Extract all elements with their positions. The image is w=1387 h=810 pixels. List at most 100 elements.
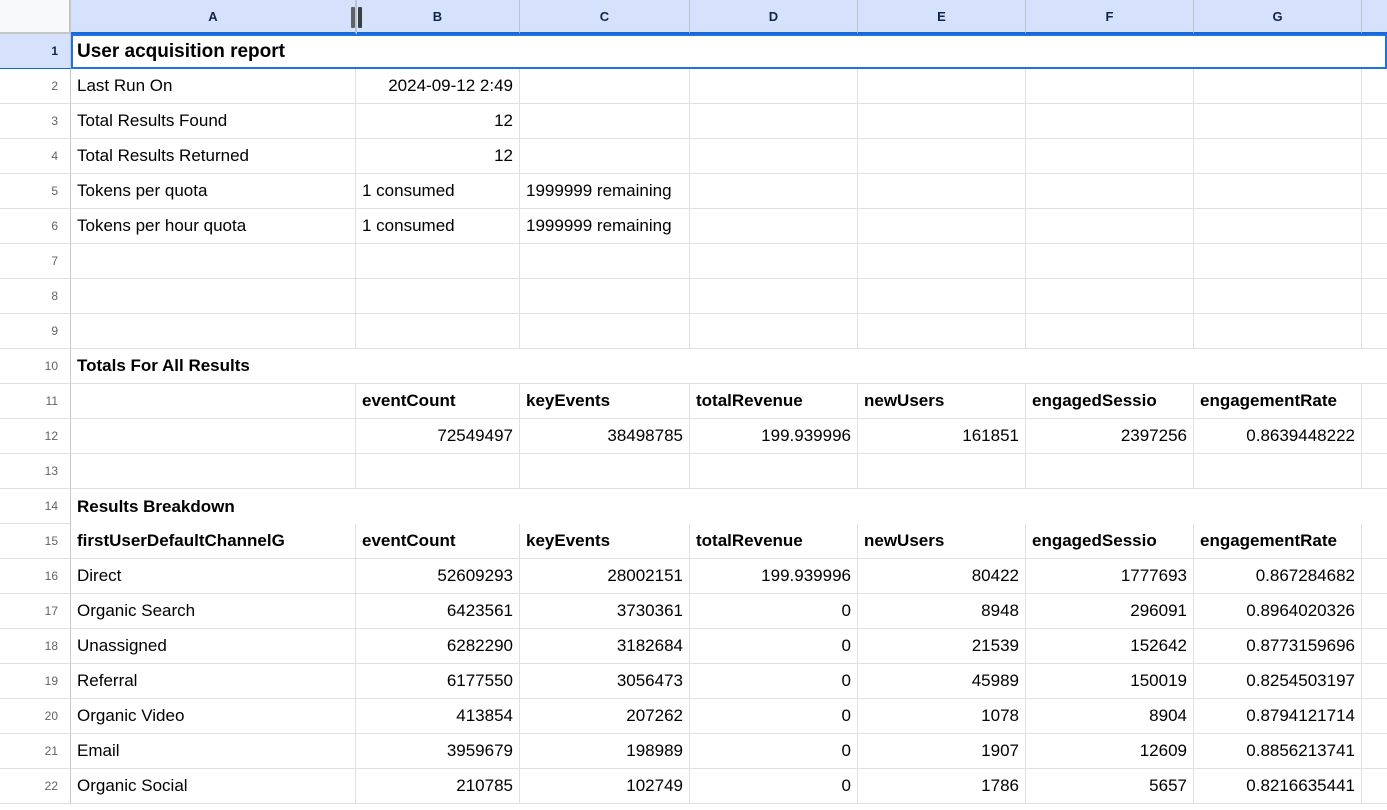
cell-a14-breakdown-heading[interactable]: Results Breakdown bbox=[77, 496, 235, 516]
grid-row-4[interactable]: 4 Total Results Returned 12 bbox=[0, 139, 1387, 174]
cell-h18[interactable] bbox=[1362, 629, 1387, 664]
table-row[interactable]: 18 Unassigned 6282290 3182684 0 21539 15… bbox=[0, 629, 1387, 664]
cell-b7[interactable] bbox=[356, 244, 520, 279]
row-header-21[interactable]: 21 bbox=[0, 734, 71, 769]
cell-a11[interactable] bbox=[71, 384, 356, 419]
cell-h20[interactable] bbox=[1362, 699, 1387, 734]
cell-c6-value[interactable]: 1999999 remaining bbox=[520, 209, 690, 244]
cell-engagementrate[interactable]: 0.8254503197 bbox=[1194, 664, 1362, 699]
cell-engagementrate[interactable]: 0.8794121714 bbox=[1194, 699, 1362, 734]
cell-e8[interactable] bbox=[858, 279, 1026, 314]
cell-g3[interactable] bbox=[1194, 104, 1362, 139]
cell-engagedsessions[interactable]: 296091 bbox=[1026, 594, 1194, 629]
row-header-6[interactable]: 6 bbox=[0, 209, 71, 244]
table-row[interactable]: 22 Organic Social 210785 102749 0 1786 5… bbox=[0, 769, 1387, 804]
column-header-h-partial[interactable] bbox=[1362, 0, 1387, 34]
cell-f12-total-engagedsessions[interactable]: 2397256 bbox=[1026, 419, 1194, 454]
column-header-a[interactable]: A bbox=[71, 0, 356, 34]
cell-h11[interactable] bbox=[1362, 384, 1387, 419]
cell-a2-label[interactable]: Last Run On bbox=[71, 69, 356, 104]
table-row[interactable]: 19 Referral 6177550 3056473 0 45989 1500… bbox=[0, 664, 1387, 699]
grid-row-9[interactable]: 9 bbox=[0, 314, 1387, 349]
column-header-c[interactable]: C bbox=[520, 0, 690, 34]
cell-g2[interactable] bbox=[1194, 69, 1362, 104]
row-header-19[interactable]: 19 bbox=[0, 664, 71, 699]
cell-c2[interactable] bbox=[520, 69, 690, 104]
cell-channel[interactable]: Email bbox=[71, 734, 356, 769]
cell-b4-value[interactable]: 12 bbox=[356, 139, 520, 174]
cell-f6[interactable] bbox=[1026, 209, 1194, 244]
row-header-8[interactable]: 8 bbox=[0, 279, 71, 314]
cell-c8[interactable] bbox=[520, 279, 690, 314]
cell-h2[interactable] bbox=[1362, 69, 1387, 104]
cell-a10-totals-heading[interactable]: Totals For All Results bbox=[71, 349, 1387, 384]
column-header-e[interactable]: E bbox=[858, 0, 1026, 34]
select-all-corner[interactable] bbox=[0, 0, 71, 34]
cell-e5[interactable] bbox=[858, 174, 1026, 209]
cell-keyevents[interactable]: 28002151 bbox=[520, 559, 690, 594]
grid-row-12[interactable]: 12 72549497 38498785 199.939996 161851 2… bbox=[0, 419, 1387, 454]
column-header-g[interactable]: G bbox=[1194, 0, 1362, 34]
cell-keyevents[interactable]: 207262 bbox=[520, 699, 690, 734]
cell-g13[interactable] bbox=[1194, 454, 1362, 489]
row-header-2[interactable]: 2 bbox=[0, 69, 71, 104]
cell-engagementrate[interactable]: 0.8216635441 bbox=[1194, 769, 1362, 804]
cell-engagementrate[interactable]: 0.8964020326 bbox=[1194, 594, 1362, 629]
grid-row-7[interactable]: 7 bbox=[0, 244, 1387, 279]
cell-newusers[interactable]: 80422 bbox=[858, 559, 1026, 594]
row-header-11[interactable]: 11 bbox=[0, 384, 71, 419]
grid-row-13[interactable]: 13 bbox=[0, 454, 1387, 489]
cell-d5[interactable] bbox=[690, 174, 858, 209]
cell-keyevents[interactable]: 3730361 bbox=[520, 594, 690, 629]
cell-h17[interactable] bbox=[1362, 594, 1387, 629]
cell-h15[interactable] bbox=[1362, 524, 1387, 559]
cell-e6[interactable] bbox=[858, 209, 1026, 244]
cell-channel[interactable]: Organic Social bbox=[71, 769, 356, 804]
row-header-7[interactable]: 7 bbox=[0, 244, 71, 279]
cell-keyevents[interactable]: 102749 bbox=[520, 769, 690, 804]
cell-f13[interactable] bbox=[1026, 454, 1194, 489]
cell-f15-header-engagedsessions[interactable]: engagedSessio bbox=[1026, 524, 1194, 559]
cell-channel[interactable]: Organic Search bbox=[71, 594, 356, 629]
cell-a6-label[interactable]: Tokens per hour quota bbox=[71, 209, 356, 244]
cell-e4[interactable] bbox=[858, 139, 1026, 174]
cell-eventcount[interactable]: 6282290 bbox=[356, 629, 520, 664]
cell-e15-header-newusers[interactable]: newUsers bbox=[858, 524, 1026, 559]
grid-row-10[interactable]: 10 Totals For All Results bbox=[0, 349, 1387, 384]
cell-c12-total-keyevents[interactable]: 38498785 bbox=[520, 419, 690, 454]
cell-h12[interactable] bbox=[1362, 419, 1387, 454]
cell-b13[interactable] bbox=[356, 454, 520, 489]
cell-h7[interactable] bbox=[1362, 244, 1387, 279]
cell-channel[interactable]: Referral bbox=[71, 664, 356, 699]
grid-row-14[interactable]: 14 Results Breakdown bbox=[0, 489, 1387, 524]
cell-f8[interactable] bbox=[1026, 279, 1194, 314]
cell-eventcount[interactable]: 413854 bbox=[356, 699, 520, 734]
cell-newusers[interactable]: 45989 bbox=[858, 664, 1026, 699]
cell-d15-header-totalrevenue[interactable]: totalRevenue bbox=[690, 524, 858, 559]
cell-a13[interactable] bbox=[71, 454, 356, 489]
cell-newusers[interactable]: 8948 bbox=[858, 594, 1026, 629]
cell-h22[interactable] bbox=[1362, 769, 1387, 804]
cell-d2[interactable] bbox=[690, 69, 858, 104]
cell-f7[interactable] bbox=[1026, 244, 1194, 279]
cell-newusers[interactable]: 1907 bbox=[858, 734, 1026, 769]
cell-a12[interactable] bbox=[71, 419, 356, 454]
cell-d13[interactable] bbox=[690, 454, 858, 489]
cell-newusers[interactable]: 1786 bbox=[858, 769, 1026, 804]
grid-row-8[interactable]: 8 bbox=[0, 279, 1387, 314]
row-header-4[interactable]: 4 bbox=[0, 139, 71, 174]
cell-a3-label[interactable]: Total Results Found bbox=[71, 104, 356, 139]
cell-c4[interactable] bbox=[520, 139, 690, 174]
cell-f4[interactable] bbox=[1026, 139, 1194, 174]
cell-f2[interactable] bbox=[1026, 69, 1194, 104]
cell-c11-header-keyevents[interactable]: keyEvents bbox=[520, 384, 690, 419]
cell-totalrevenue[interactable]: 0 bbox=[690, 769, 858, 804]
cell-f9[interactable] bbox=[1026, 314, 1194, 349]
cell-keyevents[interactable]: 3056473 bbox=[520, 664, 690, 699]
grid-row-3[interactable]: 3 Total Results Found 12 bbox=[0, 104, 1387, 139]
cell-totalrevenue[interactable]: 0 bbox=[690, 629, 858, 664]
column-header-d[interactable]: D bbox=[690, 0, 858, 34]
cell-totalrevenue[interactable]: 199.939996 bbox=[690, 559, 858, 594]
cell-newusers[interactable]: 21539 bbox=[858, 629, 1026, 664]
cell-g8[interactable] bbox=[1194, 279, 1362, 314]
